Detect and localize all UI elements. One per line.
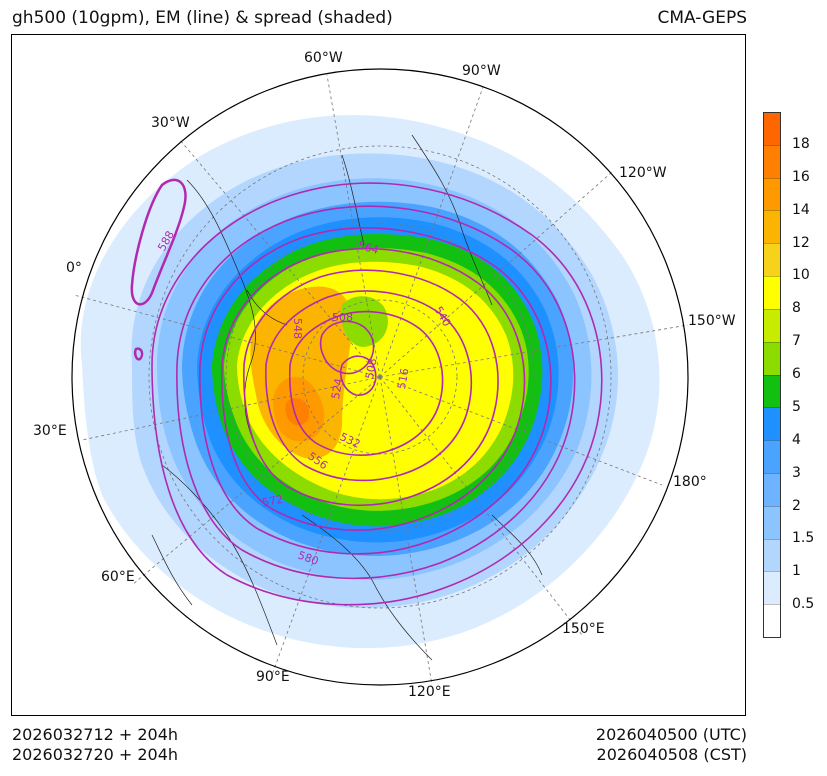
colorbar-tick-label: 1: [792, 563, 801, 580]
colorbar-tick-label: 4: [792, 431, 801, 448]
longitude-label: 180°: [673, 474, 707, 490]
colorbar-segment: [764, 407, 780, 441]
colorbar-segment: [764, 276, 780, 309]
map-panel: 588 564 548 508 540 508 524 516 532 556 …: [11, 34, 746, 716]
valid-time: 2026040500 (UTC) 2026040508 (CST): [596, 725, 747, 765]
colorbar-segment: [764, 144, 780, 178]
contour-588-small: [133, 347, 144, 361]
colorbar-tick-label: 18: [792, 135, 810, 152]
colorbar-segment: [764, 505, 780, 539]
colorbar-segment: [764, 308, 780, 342]
colorbar-tick-label: 5: [792, 398, 801, 415]
colorbar-segment: [764, 341, 780, 375]
spread-band-16: [285, 398, 310, 426]
init-time: 2026032712 + 204h 2026032720 + 204h: [12, 725, 178, 765]
colorbar-segment: [764, 472, 780, 506]
contour-label: 564: [356, 239, 380, 257]
contour-label: 524: [329, 377, 345, 400]
colorbar-tick-label: 10: [792, 267, 810, 284]
colorbar-tick-label: 2: [792, 497, 801, 514]
valid-time-cst: 2026040508 (CST): [596, 745, 747, 764]
colorbar-tick-label: 16: [792, 168, 810, 185]
longitude-label: 90°E: [256, 669, 290, 685]
graticule: [73, 74, 689, 686]
longitude-label: 120°E: [408, 684, 451, 700]
colorbar-segment: [764, 571, 780, 605]
colorbar-tick-label: 0.5: [792, 596, 815, 613]
longitude-label: 0°: [66, 260, 82, 276]
contour-label: 572: [261, 493, 284, 509]
contour-labels: 588 564 548 508 540 508 524 516 532 556 …: [155, 229, 453, 568]
longitude-label: 30°W: [151, 115, 190, 131]
polar-map: 588 564 548 508 540 508 524 516 532 556 …: [71, 68, 689, 686]
colorbar-tick-label: 12: [792, 234, 810, 251]
colorbar-segment: [764, 538, 780, 572]
map-boundary: [71, 68, 689, 686]
colorbar-segment: [764, 374, 780, 408]
init-time-utc: 2026032712 + 204h: [12, 725, 179, 744]
contour-label: 548: [291, 318, 304, 339]
longitude-label: 60°W: [304, 50, 343, 66]
valid-time-utc: 2026040500 (UTC): [595, 725, 747, 744]
longitude-label: 30°E: [33, 423, 67, 439]
colorbar-tick-label: 1.5: [792, 530, 815, 547]
colorbar-segment: [764, 243, 780, 277]
longitude-label: 60°E: [101, 569, 135, 585]
longitude-label: 150°W: [688, 313, 736, 329]
colorbar-tick-label: 14: [792, 201, 810, 218]
colorbar-segment: [764, 440, 780, 473]
chart-title: gh500 (10gpm), EM (line) & spread (shade…: [12, 8, 393, 28]
colorbar-tick-label: 3: [792, 464, 801, 481]
colorbar-segment: [764, 210, 780, 244]
colorbar-segment: [764, 177, 780, 211]
longitude-label: 150°E: [562, 621, 605, 637]
coastlines: [151, 134, 543, 661]
colorbar-segment: [764, 113, 780, 145]
colorbar-tick-label: 7: [792, 333, 801, 350]
longitude-label: 120°W: [619, 165, 667, 181]
colorbar: [763, 112, 781, 638]
contour-label: 508: [363, 357, 379, 380]
colorbar-tick-label: 6: [792, 366, 801, 382]
colorbar-tick-label: 8: [792, 300, 801, 317]
contour-588-atlantic: [130, 178, 187, 306]
contour-label: 516: [395, 367, 411, 390]
arctic-low-spread: [341, 296, 388, 347]
model-name: CMA-GEPS: [657, 8, 747, 28]
contour-label: 508: [332, 311, 353, 324]
longitude-label: 90°W: [462, 63, 501, 79]
init-time-cst: 2026032720 + 204h: [12, 745, 179, 764]
colorbar-segment: [764, 604, 780, 637]
height-contours: [151, 182, 603, 606]
